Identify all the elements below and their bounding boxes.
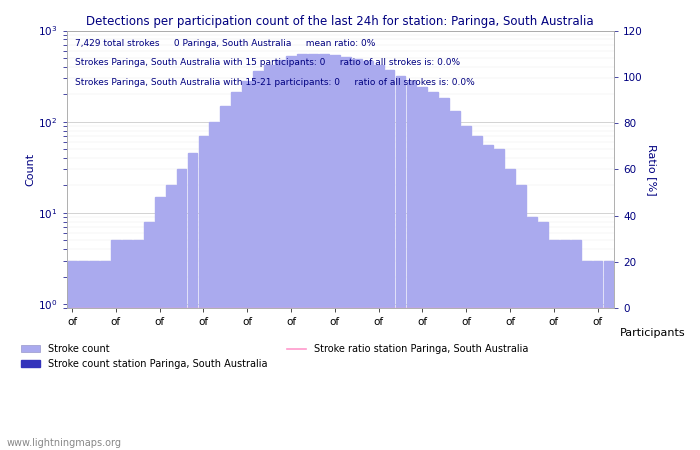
Bar: [593, 261, 603, 450]
Text: 7,429 total strokes     0 Paringa, South Australia     mean ratio: 0%: 7,429 total strokes 0 Paringa, South Aus…: [75, 39, 375, 48]
Bar: [395, 76, 405, 450]
Bar: [242, 81, 252, 450]
Bar: [122, 240, 132, 450]
Bar: [363, 61, 372, 450]
Y-axis label: Ratio [%]: Ratio [%]: [647, 144, 657, 195]
Bar: [155, 197, 164, 450]
Bar: [374, 65, 384, 450]
Bar: [100, 261, 110, 450]
Bar: [308, 54, 318, 450]
Bar: [582, 261, 591, 450]
Bar: [407, 81, 416, 450]
Bar: [199, 136, 209, 450]
Bar: [570, 240, 580, 450]
Bar: [473, 136, 482, 450]
Bar: [538, 222, 547, 450]
Bar: [549, 240, 559, 450]
Bar: [516, 185, 526, 450]
Bar: [461, 126, 471, 450]
Text: Strokes Paringa, South Australia with 15 participants: 0     ratio of all stroke: Strokes Paringa, South Australia with 15…: [75, 58, 460, 68]
Y-axis label: Count: Count: [25, 153, 36, 186]
Bar: [603, 261, 613, 450]
Bar: [253, 71, 263, 450]
Bar: [188, 153, 197, 450]
Text: Strokes Paringa, South Australia with 15-21 participants: 0     ratio of all str: Strokes Paringa, South Australia with 15…: [75, 78, 475, 87]
Bar: [78, 261, 88, 450]
Bar: [209, 122, 219, 450]
Bar: [319, 54, 329, 450]
Bar: [384, 70, 395, 450]
Bar: [264, 65, 274, 450]
Bar: [341, 57, 351, 450]
Bar: [67, 261, 77, 450]
Bar: [286, 56, 296, 450]
Bar: [166, 185, 176, 450]
Bar: [111, 240, 121, 450]
Bar: [220, 106, 230, 450]
Bar: [133, 240, 143, 450]
Bar: [330, 55, 340, 450]
Bar: [494, 149, 504, 450]
Bar: [450, 111, 460, 450]
Bar: [527, 217, 537, 450]
Bar: [428, 92, 438, 450]
Bar: [440, 99, 449, 450]
Title: Detections per participation count of the last 24h for station: Paringa, South A: Detections per participation count of th…: [87, 15, 594, 28]
Bar: [483, 145, 493, 450]
Bar: [232, 92, 242, 450]
Bar: [144, 222, 153, 450]
Text: Participants: Participants: [620, 328, 685, 338]
Bar: [89, 261, 99, 450]
Legend: Stroke count, Stroke count station Paringa, South Australia, Stroke ratio statio: Stroke count, Stroke count station Parin…: [17, 340, 533, 373]
Bar: [297, 54, 307, 450]
Bar: [417, 87, 427, 450]
Text: www.lightningmaps.org: www.lightningmaps.org: [7, 438, 122, 448]
Bar: [352, 59, 362, 450]
Bar: [275, 59, 285, 450]
Bar: [560, 240, 570, 450]
Bar: [176, 169, 186, 450]
Bar: [505, 169, 515, 450]
